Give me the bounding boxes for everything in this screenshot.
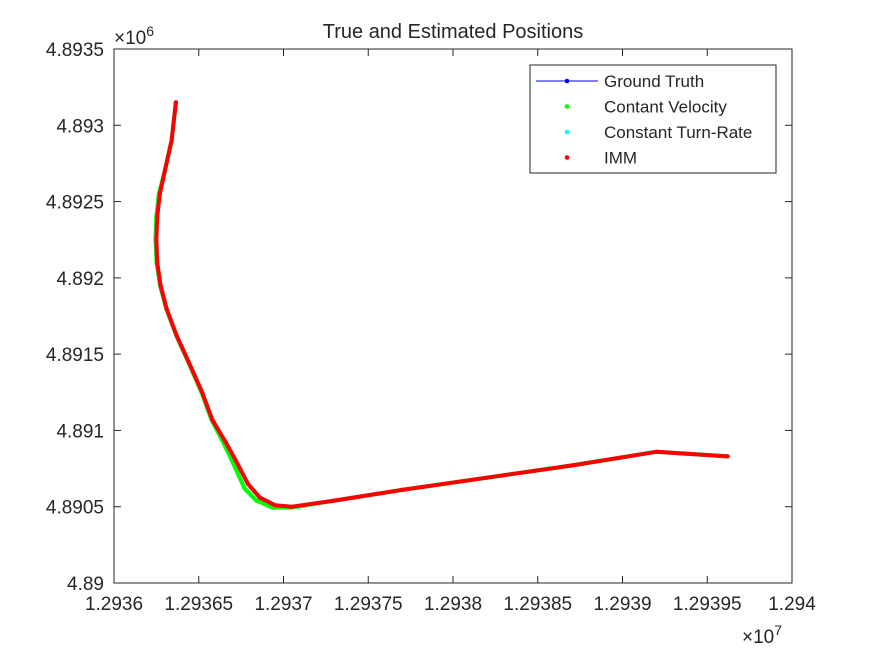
x-tick-label: 1.2938 (424, 594, 482, 615)
data-point (154, 237, 159, 242)
legend-label: Ground Truth (604, 72, 704, 91)
data-point (155, 214, 160, 219)
data-point (400, 487, 405, 492)
legend-item: Contant Velocity (564, 98, 727, 117)
data-point (257, 495, 262, 500)
data-point (186, 359, 191, 364)
y-tick-label: 4.8925 (46, 193, 104, 214)
y-exponent-base: ×10 (114, 28, 146, 49)
x-tick-label: 1.294 (768, 594, 816, 615)
legend-item: IMM (564, 149, 637, 168)
y-exponent-power: 6 (146, 23, 154, 39)
data-point (173, 100, 178, 105)
legend-box (529, 64, 777, 174)
data-point (200, 390, 205, 395)
x-tick-label: 1.2939 (593, 594, 651, 615)
x-tick-label: 1.2936 (85, 594, 143, 615)
legend-swatch-dot (564, 129, 570, 135)
legend-swatch-dot (564, 155, 570, 160)
data-point (164, 306, 169, 311)
x-tick-label: 1.2937 (254, 594, 312, 615)
plot-area (153, 100, 730, 510)
legend-label: Constant Turn-Rate (604, 123, 752, 142)
y-tick-label: 4.8935 (46, 40, 104, 61)
x-tick-label: 1.29365 (164, 594, 233, 615)
data-point (174, 333, 179, 338)
x-axis: 1.2936 1.29365 1.2937 1.29375 1.2938 1.29385 1… (85, 49, 816, 615)
y-tick-label: 4.89 (67, 574, 104, 595)
data-point (289, 504, 295, 509)
legend-swatch-dot (564, 78, 570, 84)
data-point (169, 138, 174, 143)
data-point (155, 260, 160, 265)
legend-item: Constant Turn-Rate (564, 123, 752, 142)
chart-title: True and Estimated Positions (323, 21, 584, 43)
x-exponent-base: ×10 (742, 627, 774, 648)
data-point (332, 498, 337, 503)
x-exponent-label: ×107 (742, 622, 782, 648)
data-point (484, 475, 489, 480)
legend-label: Contant Velocity (604, 98, 727, 117)
y-tick-label: 4.8915 (46, 345, 104, 366)
data-point (162, 169, 167, 174)
y-tick-label: 4.8905 (46, 498, 104, 519)
legend-swatch-dot (564, 104, 570, 109)
y-tick-label: 4.891 (56, 421, 104, 442)
y-axis: 4.89 4.8905 4.891 4.8915 4.892 4.8925 4.893 4.8… (46, 40, 792, 595)
data-point (231, 461, 236, 467)
x-tick-label: 1.29385 (503, 594, 572, 615)
data-point (157, 191, 162, 196)
data-point (245, 481, 250, 486)
y-tick-label: 4.892 (56, 269, 104, 290)
data-point (223, 440, 228, 445)
x-tick-label: 1.29395 (673, 594, 742, 615)
data-point (158, 283, 163, 288)
y-tick-label: 4.893 (56, 116, 104, 137)
data-point (725, 454, 730, 459)
series-imm (154, 100, 730, 509)
legend-item: Ground Truth (536, 72, 704, 91)
data-point (569, 463, 574, 468)
x-tick-label: 1.29375 (334, 594, 403, 615)
legend-label: IMM (604, 149, 637, 168)
x-exponent-power: 7 (774, 622, 782, 638)
data-point (272, 503, 278, 508)
data-point (233, 458, 239, 463)
data-point (654, 449, 659, 454)
data-point (254, 498, 259, 503)
y-exponent-label: ×106 (114, 23, 154, 49)
data-point (210, 417, 215, 422)
data-point (242, 486, 247, 491)
legend: Ground Truth Contant Velocity Constant Tur… (529, 64, 777, 174)
